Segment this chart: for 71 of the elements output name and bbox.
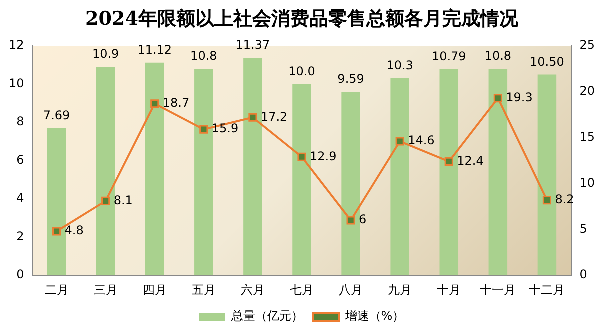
point	[298, 152, 306, 162]
x-tick-label: 九月	[388, 282, 412, 297]
x-tick-label: 二月	[44, 282, 69, 297]
y-tick-label: 0	[16, 268, 24, 282]
point	[396, 137, 404, 146]
data-label: 7.69	[43, 108, 70, 123]
x-tick-label: 六月	[240, 282, 265, 297]
data-label: 4.8	[64, 224, 84, 238]
bar	[342, 92, 360, 276]
data-label: 19.3	[506, 90, 533, 104]
point	[494, 94, 502, 103]
x-tick-label: 五月	[192, 282, 216, 297]
y-tick-label: 12	[8, 38, 24, 52]
data-label: 12.9	[310, 149, 337, 164]
y2-tick-label: 5	[580, 222, 588, 236]
y-tick-label: 2	[16, 229, 24, 244]
x-tick-label: 七月	[290, 282, 314, 297]
point	[444, 157, 454, 166]
y-tick-label: 10	[8, 76, 24, 90]
x-tick-label: 四月	[142, 282, 167, 297]
data-label: 18.7	[162, 96, 190, 110]
point	[52, 227, 62, 236]
bar	[96, 67, 116, 276]
data-label: 17.2	[260, 110, 288, 124]
y2-tick-label: 0	[580, 268, 588, 282]
x-tick-label: 三月	[94, 282, 118, 297]
data-label: 10.9	[92, 47, 120, 62]
data-label: 10.8	[190, 49, 218, 64]
point	[248, 113, 258, 122]
bar	[292, 84, 312, 276]
data-label: 15.9	[212, 122, 239, 136]
data-label: 10.0	[288, 64, 316, 78]
bar	[47, 128, 66, 276]
bar	[538, 74, 557, 276]
data-label: 10.8	[484, 49, 512, 64]
x-tick-label: 十二月	[529, 282, 566, 297]
bar	[194, 68, 214, 276]
point	[200, 125, 208, 134]
data-label: 11.12	[138, 42, 172, 57]
y-tick-label: 8	[16, 114, 24, 129]
data-label: 10.50	[530, 54, 564, 69]
bar	[488, 68, 508, 276]
data-label: 9.59	[338, 72, 364, 86]
y2-tick-label: 15	[580, 130, 596, 144]
legend-label: 总量（亿元）	[230, 309, 304, 324]
bar	[390, 78, 410, 276]
legend-label: 增速（%）	[344, 309, 405, 324]
point	[102, 196, 110, 206]
data-label: 14.6	[408, 134, 435, 148]
point	[150, 100, 160, 108]
data-label: 10.3	[386, 58, 414, 73]
data-label: 8.1	[114, 193, 133, 208]
y2-tick-label: 25	[580, 38, 596, 52]
data-label: 10.79	[432, 49, 466, 64]
data-label: 12.4	[457, 154, 484, 168]
data-label: 8.2	[555, 192, 574, 206]
point	[346, 216, 356, 225]
y2-tick-label: 20	[580, 84, 596, 98]
chart-title: 2024年限额以上社会消费品零售总额各月完成情况	[84, 7, 520, 32]
y2-tick-label: 10	[580, 176, 596, 190]
x-tick-label: 十一月	[480, 282, 516, 297]
x-tick-label: 十月	[437, 282, 462, 297]
y-tick-label: 4	[16, 191, 24, 206]
bar	[440, 69, 459, 276]
y-tick-label: 6	[16, 152, 24, 167]
bar	[145, 62, 164, 276]
x-tick-label: 八月	[339, 282, 364, 297]
bar	[244, 58, 262, 276]
data-label: 11.37	[236, 38, 270, 52]
point	[542, 196, 552, 205]
data-label: 6	[359, 212, 367, 227]
